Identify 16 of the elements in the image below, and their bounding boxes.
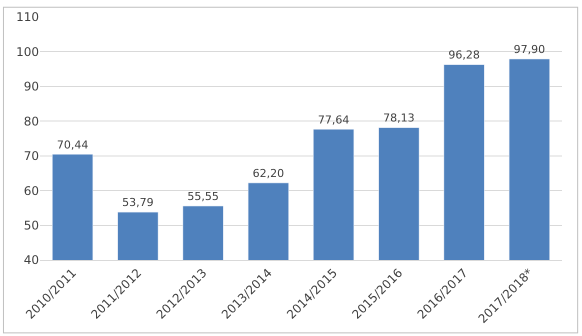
y-tick-label: 60: [24, 184, 39, 198]
data-label: 53,79: [122, 196, 154, 210]
y-tick-label: 70: [24, 149, 39, 164]
data-label: 77,64: [318, 113, 350, 126]
data-label: 70,44: [56, 138, 88, 152]
y-tick-label: 100: [16, 44, 39, 59]
data-label: 62,20: [252, 166, 284, 180]
data-label: 55,55: [187, 190, 219, 204]
y-tick-label: 80: [24, 114, 39, 128]
data-label: 97,90: [514, 43, 546, 56]
y-tick-label: 50: [24, 218, 39, 232]
data-label: 78,13: [383, 112, 415, 125]
y-tick-label: 110: [16, 10, 39, 24]
data-label: 96,28: [448, 48, 480, 62]
y-tick-label: 40: [24, 253, 39, 268]
y-tick-label: 90: [24, 80, 39, 94]
